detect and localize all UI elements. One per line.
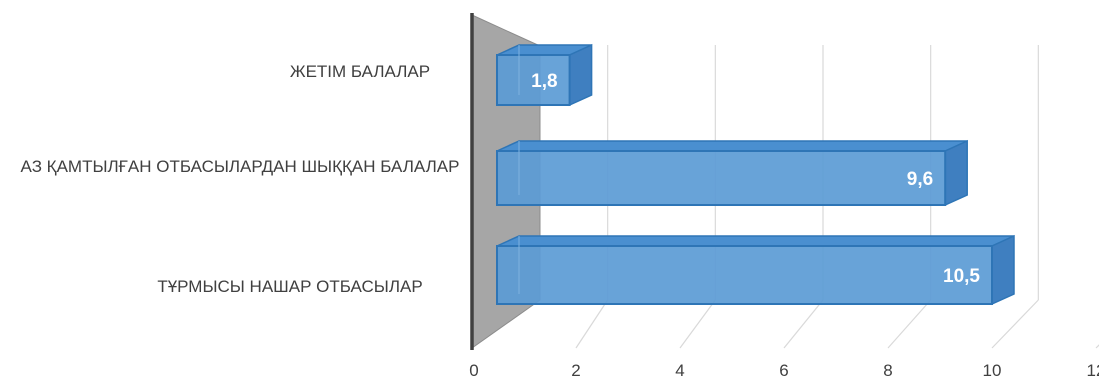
bar	[496, 54, 571, 106]
bar	[496, 245, 993, 305]
bar-top-face	[496, 140, 968, 152]
bar-side-face	[991, 234, 1015, 306]
gridline-floor	[679, 299, 716, 349]
x-tick-label: 6	[779, 361, 788, 379]
data-label: 9,6	[907, 169, 933, 190]
gridline-floor	[887, 299, 932, 349]
x-tick-label: 12	[1087, 361, 1099, 379]
bars	[496, 43, 1015, 306]
category-label-low-income-children: АЗ ҚАМТЫЛҒАН ОТБАСЫЛАРДАН ШЫҚҚАН БАЛАЛАР	[20, 157, 460, 176]
gridline-floor	[783, 299, 824, 349]
category-label-orphans: ЖЕТІМ БАЛАЛАР	[289, 62, 431, 81]
data-label: 1,8	[531, 71, 557, 92]
gridline-floor	[575, 299, 609, 349]
x-tick-label: 8	[883, 361, 892, 379]
bar-group	[496, 234, 1015, 306]
x-tick-label: 10	[983, 361, 1002, 379]
bar-group	[496, 139, 968, 207]
bar-side-face	[944, 139, 968, 207]
data-label: 10,5	[943, 266, 980, 287]
data-labels: 1,8 9,6 10,5	[531, 71, 980, 287]
gridline-floor	[991, 299, 1039, 349]
x-tick-label: 4	[675, 361, 684, 379]
category-label-poor-families: ТҰРМЫСЫ НАШАР ОТБАСЫЛАР	[157, 277, 423, 296]
value-axis: 0 2 4 6 8 10 12	[469, 13, 1099, 379]
bar-side-face	[568, 43, 593, 107]
x-tick-label: 0	[469, 361, 478, 379]
bar	[496, 150, 947, 206]
bar-top-face	[496, 235, 1015, 247]
bar-group	[496, 43, 593, 107]
x-tick-label: 2	[571, 361, 580, 379]
